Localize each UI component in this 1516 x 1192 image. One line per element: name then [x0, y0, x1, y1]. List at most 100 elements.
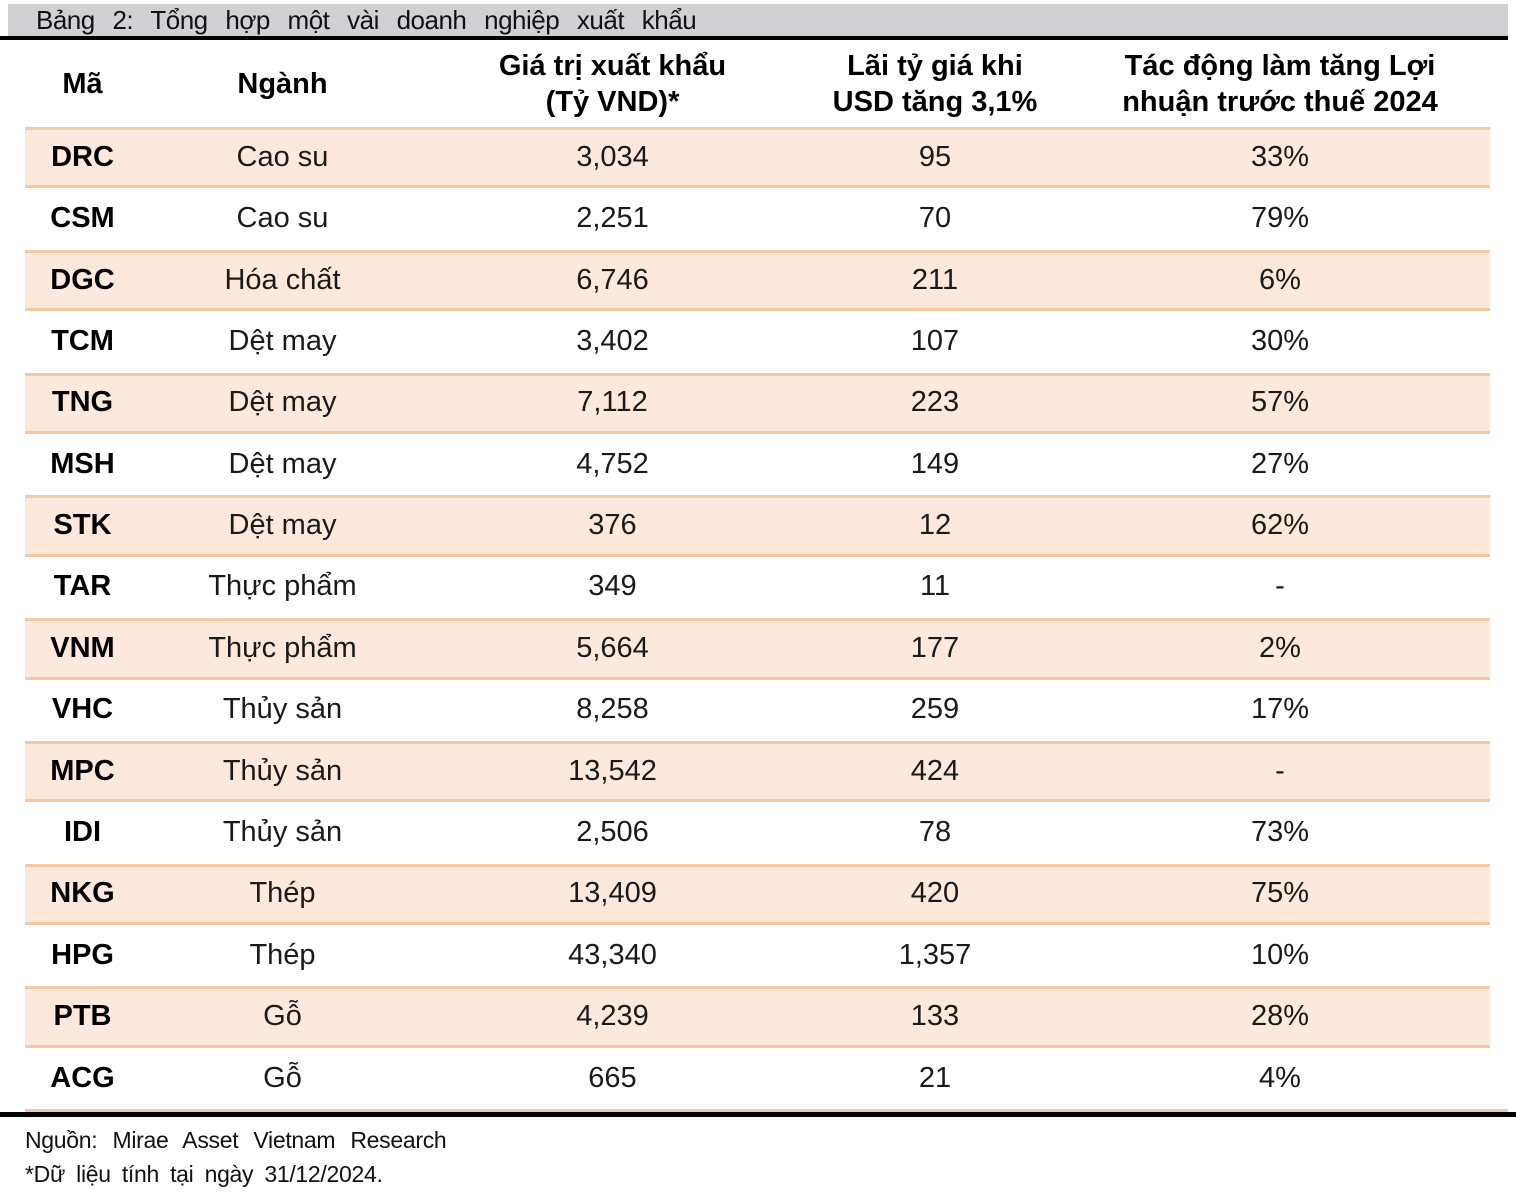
- cell-sector: Gỗ: [263, 1000, 302, 1033]
- cell-sector: Thủy sản: [222, 693, 343, 726]
- cell-profit-impact: 2%: [1259, 631, 1301, 664]
- cell-profit-impact: 75%: [1250, 877, 1310, 910]
- cell-export-value: 2,251: [576, 202, 649, 235]
- cell-profit-impact: 30%: [1250, 324, 1310, 357]
- cell-export-value: 376: [588, 509, 637, 542]
- cell-export-value: 2,506: [576, 816, 649, 849]
- cell-profit-impact: 4%: [1259, 1061, 1301, 1094]
- column-header-label-line1: Tác động làm tăng Lợi: [1124, 49, 1436, 82]
- table-row: PTB Gỗ 4,239 133 28%: [25, 986, 1490, 1048]
- export-companies-table: Mã Ngành Giá trị xuất khẩu (Tỷ VND)* Lãi…: [25, 40, 1490, 1109]
- cell-profit-impact: 10%: [1250, 938, 1310, 971]
- cell-sector: Dệt may: [228, 324, 337, 357]
- cell-profit-impact: -: [1275, 570, 1285, 603]
- cell-fx-gain: 12: [918, 509, 952, 542]
- column-header-label-line2: nhuận trước thuế 2024: [1122, 85, 1438, 118]
- column-header-fx-gain: Lãi tỷ giá khi USD tăng 3,1%: [800, 48, 1070, 120]
- source-note: Nguồn: Mirae Asset Vietnam Research: [25, 1127, 447, 1154]
- cell-sector: Dệt may: [228, 386, 337, 419]
- table-row: MPC Thủy sản 13,542 424 -: [25, 740, 1490, 803]
- cell-fx-gain: 21: [918, 1061, 952, 1094]
- cell-ticker: TAR: [53, 570, 112, 603]
- cell-ticker: TCM: [51, 324, 114, 357]
- table-row: IDI Thủy sản 2,506 78 73%: [25, 802, 1490, 863]
- data-date-note: *Dữ liệu tính tại ngày 31/12/2024.: [25, 1161, 383, 1188]
- table-row: CSM Cao su 2,251 70 79%: [25, 188, 1490, 249]
- cell-export-value: 7,112: [577, 386, 648, 419]
- cell-export-value: 13,409: [568, 877, 657, 910]
- cell-sector: Thép: [249, 938, 316, 971]
- cell-export-value: 5,664: [576, 631, 649, 664]
- cell-profit-impact: 6%: [1259, 263, 1301, 296]
- table-row: STK Dệt may 376 12 62%: [25, 495, 1490, 557]
- cell-ticker: IDI: [63, 816, 102, 849]
- table-row: VHC Thủy sản 8,258 259 17%: [25, 680, 1490, 741]
- cell-sector: Cao su: [236, 202, 329, 235]
- caption-divider-rule: [0, 36, 1508, 40]
- cell-ticker: VNM: [50, 631, 115, 664]
- cell-fx-gain: 223: [910, 386, 960, 419]
- cell-export-value: 43,340: [568, 938, 657, 971]
- cell-export-value: 349: [588, 570, 637, 603]
- table-header-row: Mã Ngành Giá trị xuất khẩu (Tỷ VND)* Lãi…: [25, 40, 1490, 127]
- cell-profit-impact: 73%: [1250, 816, 1310, 849]
- table-bottom-rule: [0, 1112, 1516, 1118]
- cell-sector: Thủy sản: [222, 816, 343, 849]
- cell-fx-gain: 95: [918, 140, 952, 173]
- column-header-label-line1: Lãi tỷ giá khi: [847, 49, 1023, 82]
- cell-sector: Cao su: [236, 140, 329, 173]
- cell-ticker: DGC: [50, 263, 115, 296]
- cell-sector: Thực phẩm: [208, 631, 357, 664]
- cell-export-value: 6,746: [576, 263, 649, 296]
- cell-fx-gain: 11: [919, 570, 951, 603]
- cell-sector: Thép: [249, 877, 316, 910]
- cell-ticker: ACG: [50, 1061, 115, 1094]
- table-row: DGC Hóa chất 6,746 211 6%: [25, 249, 1490, 312]
- table-bottom-accent-rule: [25, 1109, 1508, 1113]
- table-row: HPG Thép 43,340 1,357 10%: [25, 925, 1490, 986]
- cell-export-value: 8,258: [576, 693, 649, 726]
- cell-export-value: 665: [588, 1061, 637, 1094]
- cell-fx-gain: 424: [910, 754, 960, 787]
- cell-fx-gain: 211: [911, 263, 959, 296]
- cell-export-value: 4,239: [576, 1000, 649, 1033]
- cell-ticker: MPC: [50, 754, 115, 787]
- cell-ticker: VHC: [51, 693, 114, 726]
- table-footer: Nguồn: Mirae Asset Vietnam Research *Dữ …: [25, 1127, 1516, 1188]
- cell-ticker: CSM: [50, 202, 115, 235]
- cell-export-value: 3,402: [576, 324, 649, 357]
- cell-fx-gain: 177: [910, 631, 960, 664]
- cell-fx-gain: 149: [910, 447, 960, 480]
- table-row: VNM Thực phẩm 5,664 177 2%: [25, 618, 1490, 680]
- table-row: NKG Thép 13,409 420 75%: [25, 863, 1490, 926]
- table-row: TNG Dệt may 7,112 223 57%: [25, 372, 1490, 434]
- cell-sector: Dệt may: [228, 447, 337, 480]
- cell-profit-impact: 62%: [1250, 509, 1310, 542]
- column-header-ticker: Mã: [25, 66, 140, 102]
- cell-fx-gain: 70: [918, 202, 952, 235]
- cell-sector: Dệt may: [228, 509, 337, 542]
- table-caption: Bảng 2: Tổng hợp một vài doanh nghiệp xu…: [36, 4, 697, 35]
- cell-profit-impact: -: [1275, 754, 1285, 787]
- cell-ticker: DRC: [51, 140, 114, 173]
- table-caption-bar: Bảng 2: Tổng hợp một vài doanh nghiệp xu…: [8, 4, 1508, 36]
- column-header-sector: Ngành: [140, 66, 425, 102]
- table-row: TCM Dệt may 3,402 107 30%: [25, 311, 1490, 372]
- cell-fx-gain: 133: [910, 1000, 960, 1033]
- table-row: ACG Gỗ 665 21 4%: [25, 1048, 1490, 1109]
- cell-fx-gain: 259: [910, 693, 960, 726]
- column-header-label: Mã: [62, 67, 103, 100]
- cell-profit-impact: 27%: [1250, 447, 1310, 480]
- cell-ticker: MSH: [50, 447, 115, 480]
- cell-fx-gain: 1,357: [898, 938, 972, 971]
- column-header-label-line2: USD tăng 3,1%: [832, 85, 1038, 118]
- table-row: MSH Dệt may 4,752 149 27%: [25, 434, 1490, 495]
- cell-ticker: HPG: [51, 938, 114, 971]
- column-header-label-line1: Giá trị xuất khẩu: [498, 49, 727, 82]
- column-header-profit-impact: Tác động làm tăng Lợi nhuận trước thuế 2…: [1070, 48, 1490, 120]
- table-body: DRC Cao su 3,034 95 33% CSM Cao su 2,251 70 79% DG…: [25, 127, 1490, 1109]
- cell-fx-gain: 78: [918, 816, 952, 849]
- cell-ticker: PTB: [53, 1000, 112, 1033]
- column-header-export-value: Giá trị xuất khẩu (Tỷ VND)*: [425, 48, 800, 120]
- cell-profit-impact: 28%: [1250, 1000, 1310, 1033]
